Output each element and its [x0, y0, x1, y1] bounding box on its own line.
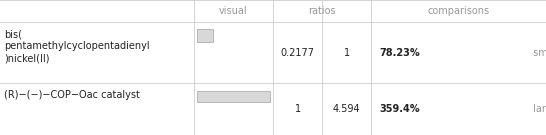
Text: larger: larger	[530, 104, 546, 114]
Text: 78.23%: 78.23%	[379, 48, 420, 58]
Text: smaller: smaller	[530, 48, 546, 58]
Text: visual: visual	[219, 6, 248, 16]
Text: 0.2177: 0.2177	[281, 48, 314, 58]
Text: ratios: ratios	[308, 6, 336, 16]
Text: 1: 1	[343, 48, 350, 58]
Text: bis(
pentamethylcyclopentadienyl
)nickel(II): bis( pentamethylcyclopentadienyl )nickel…	[4, 29, 150, 64]
Text: (R)−(−)−COP−Oac catalyst: (R)−(−)−COP−Oac catalyst	[4, 90, 140, 100]
Bar	[197, 29, 212, 42]
Text: 4.594: 4.594	[333, 104, 360, 114]
Text: comparisons: comparisons	[428, 6, 490, 16]
Bar	[197, 91, 270, 102]
Text: 359.4%: 359.4%	[379, 104, 420, 114]
Text: 1: 1	[294, 104, 301, 114]
